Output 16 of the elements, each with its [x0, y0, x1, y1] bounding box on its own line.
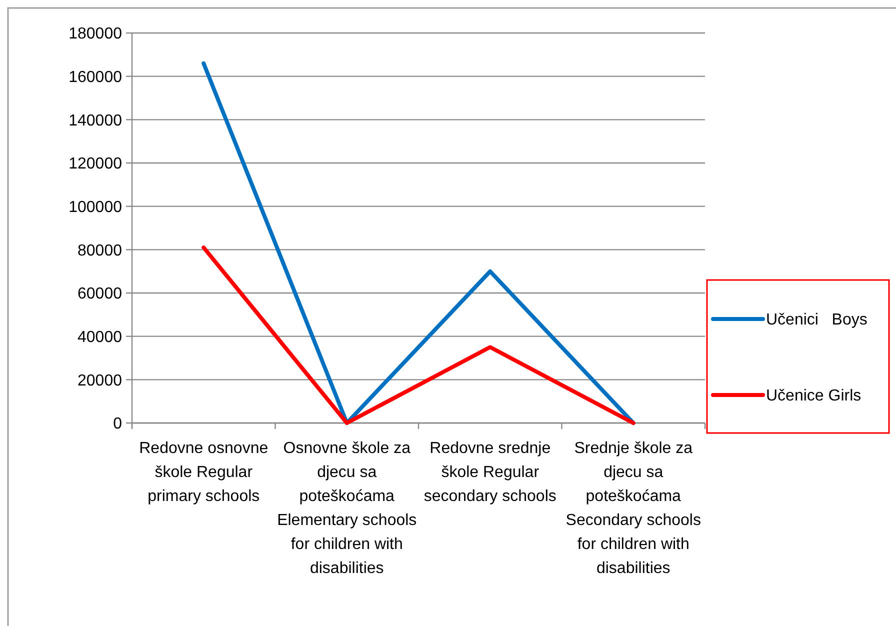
legend-label: Učenici Boys [766, 312, 868, 329]
x-tick-label: Srednje škole za djecu sa poteškoćama Secondary schools for children with disabilities [566, 440, 701, 577]
y-tick-label: 80000 [78, 242, 122, 260]
y-tick-label: 60000 [78, 286, 122, 303]
y-tick-label: 180000 [68, 26, 122, 43]
y-tick-label: 120000 [68, 156, 122, 173]
y-tick-label: 100000 [68, 198, 122, 216]
x-tick-label: Redovne osnovne škole Regular primary schools [139, 440, 268, 505]
y-tick-label: 140000 [68, 112, 122, 130]
x-tick-label: Redovne srednje škole Regular secondary schools [424, 440, 556, 505]
y-tick-label: 160000 [68, 68, 122, 86]
x-tick-label: Osnovne škole za djecu sa poteškoćama Elementary schools for children with disabilities [277, 440, 417, 577]
legend-label: Učenice Girls [766, 388, 862, 405]
y-tick-label: 0 [113, 416, 122, 433]
y-tick-label: 20000 [78, 372, 122, 390]
y-tick-label: 40000 [78, 328, 122, 346]
